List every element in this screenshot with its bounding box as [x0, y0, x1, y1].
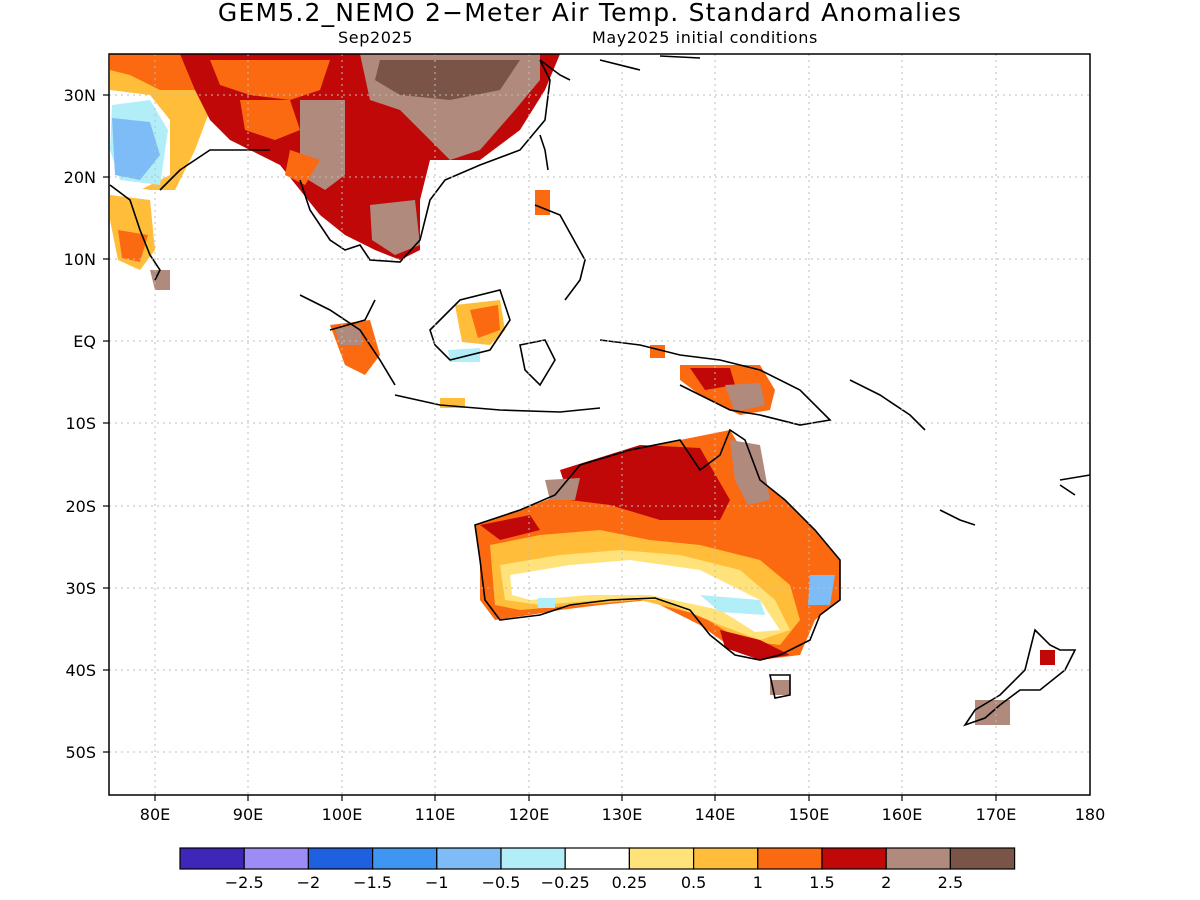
lat-label: EQ — [73, 332, 96, 351]
lon-label: 80E — [140, 805, 170, 824]
lon-label: 100E — [322, 805, 363, 824]
lon-label: 110E — [415, 805, 456, 824]
colorbar-label: 2.5 — [938, 873, 963, 892]
lon-label: 140E — [695, 805, 736, 824]
lat-label: 40S — [65, 661, 96, 680]
colorbar-swatch — [564, 847, 631, 870]
initial-conditions: May2025 initial conditions — [592, 28, 818, 47]
lon-label: 90E — [233, 805, 263, 824]
anomaly-field — [110, 54, 1055, 725]
map-title: GEM5.2_NEMO 2−Meter Air Temp. Standard A… — [217, 0, 963, 27]
colorbar-swatch — [372, 847, 438, 870]
lon-label: 150E — [789, 805, 830, 824]
lat-label: 30S — [65, 579, 96, 598]
color-legend: −2.5 −2 −1.5 −1 −0.5 −0.25 0.25 0.5 1 1.5 2 2.5 — [179, 847, 1016, 892]
colorbar-swatch — [179, 847, 245, 870]
colorbar-swatch — [821, 847, 887, 870]
colorbar-swatch — [885, 847, 952, 870]
lon-label: 130E — [602, 805, 643, 824]
colorbar-swatch — [757, 847, 823, 870]
lat-label: 20S — [65, 497, 96, 516]
lon-label: 180 — [1075, 805, 1106, 824]
lat-label: 10N — [64, 250, 96, 269]
colorbar-label: 0.25 — [612, 873, 648, 892]
colorbar-swatch — [628, 847, 695, 870]
map-frame — [108, 53, 1091, 796]
coastlines — [109, 55, 1090, 727]
lat-label: 10S — [65, 414, 96, 433]
colorbar-label: 1 — [753, 873, 763, 892]
colorbar-swatch — [949, 847, 1016, 870]
colorbar-label: 2 — [881, 873, 891, 892]
colorbar-label: 1.5 — [809, 873, 834, 892]
colorbar-swatch — [243, 847, 309, 870]
lon-label: 120E — [509, 805, 550, 824]
colorbar-label: 0.5 — [681, 873, 706, 892]
colorbar-label: −1.5 — [353, 873, 392, 892]
lon-ticks — [154, 795, 997, 801]
lat-label: 50S — [65, 743, 96, 762]
colorbar-swatch — [692, 847, 759, 870]
colorbar-label: −0.25 — [541, 873, 590, 892]
forecast-month: Sep2025 — [338, 28, 414, 47]
longitude-axis: 80E 90E 100E 110E 120E 130E 140E 150E 16… — [140, 805, 1106, 824]
colorbar-label: −1 — [425, 873, 449, 892]
colorbar-label: −2 — [297, 873, 321, 892]
graticule — [109, 54, 1090, 795]
lat-label: 30N — [64, 86, 96, 105]
latitude-axis: 30N 20N 10N EQ 10S 20S 30S 40S 50S — [64, 86, 96, 762]
lon-label: 160E — [882, 805, 923, 824]
colorbar-swatch — [500, 847, 566, 870]
lon-label: 170E — [976, 805, 1017, 824]
colorbar-swatch — [436, 847, 502, 870]
colorbar-label: −0.5 — [482, 873, 521, 892]
colorbar-label: −2.5 — [225, 873, 264, 892]
lat-ticks — [103, 94, 109, 753]
lat-label: 20N — [64, 168, 96, 187]
colorbar-swatch — [307, 847, 374, 870]
